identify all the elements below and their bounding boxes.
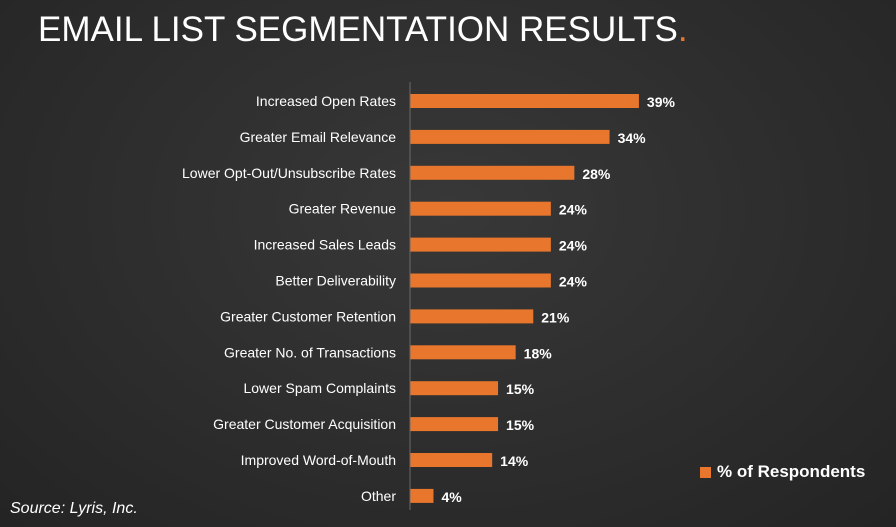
value-label: 39%	[647, 94, 676, 110]
value-label: 24%	[559, 202, 588, 218]
title-accent-dot: .	[677, 10, 688, 49]
bar	[410, 94, 639, 108]
bar	[410, 345, 516, 360]
bars-layer: Increased Open Rates 39% Greater Email Rel…	[182, 93, 675, 505]
bar	[410, 165, 575, 180]
value-label: 24%	[559, 238, 588, 254]
category-label: Greater Customer Acquisition	[213, 416, 396, 432]
category-label: Improved Word-of-Mouth	[241, 452, 396, 468]
value-label: 18%	[524, 345, 553, 361]
legend-swatch	[700, 466, 711, 478]
legend-label: % of Respondents	[717, 462, 866, 481]
category-label: Increased Open Rates	[256, 93, 396, 109]
title-text: EMAIL LIST SEGMENTATION RESULTS	[38, 10, 678, 49]
category-label: Increased Sales Leads	[254, 237, 396, 253]
value-label: 28%	[582, 166, 611, 182]
bar	[410, 381, 499, 396]
bar	[410, 417, 499, 432]
category-label: Greater Customer Retention	[220, 308, 396, 324]
bar	[410, 309, 534, 324]
value-label: 15%	[506, 381, 535, 397]
value-label: 24%	[559, 274, 588, 290]
category-label: Better Deliverability	[275, 273, 396, 289]
bar	[410, 273, 551, 288]
bar	[410, 201, 551, 216]
bar	[410, 129, 610, 144]
value-label: 14%	[500, 453, 529, 469]
bar	[410, 453, 493, 467]
legend: % of Respondents	[700, 462, 865, 482]
category-label: Greater Email Relevance	[240, 129, 397, 145]
category-label: Greater Revenue	[289, 201, 397, 217]
value-label: 4%	[441, 489, 462, 505]
value-label: 15%	[506, 417, 535, 433]
category-label: Other	[361, 488, 396, 504]
value-label: 34%	[618, 130, 647, 146]
bar	[410, 488, 434, 503]
chart-title: EMAIL LIST SEGMENTATION RESULTS.	[38, 10, 688, 50]
category-label: Lower Spam Complaints	[243, 380, 396, 396]
value-label: 21%	[541, 309, 570, 325]
bar	[410, 237, 551, 252]
source-note: Source: Lyris, Inc.	[10, 500, 138, 517]
category-label: Lower Opt-Out/Unsubscribe Rates	[182, 165, 396, 181]
category-label: Greater No. of Transactions	[224, 344, 396, 360]
